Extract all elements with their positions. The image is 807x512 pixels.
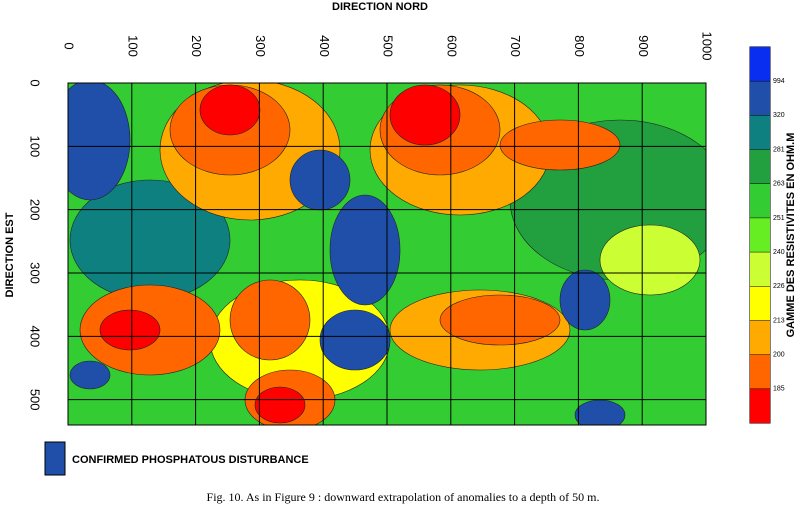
x-tick-label: 700	[508, 35, 523, 57]
colorbar-label: 213	[773, 317, 785, 324]
colorbar-label: 251	[773, 215, 785, 222]
colorbar-label: 240	[773, 249, 785, 256]
colorbar-bin	[750, 354, 770, 389]
colorbar-label: 994	[773, 78, 785, 85]
x-tick-label: 0	[62, 42, 77, 49]
colorbar-label: 185	[773, 386, 785, 393]
x-tick-label: 600	[444, 35, 459, 57]
x-tick-label: 200	[189, 35, 204, 57]
colorbar-bin	[750, 149, 770, 184]
colorbar-label: 200	[773, 351, 785, 358]
colorbar-label: 226	[773, 283, 785, 290]
colorbar-bin	[750, 286, 770, 321]
y-tick-label: 100	[28, 135, 43, 157]
legend-swatch	[44, 441, 66, 476]
y-tick-label: 0	[28, 79, 43, 86]
colorbar-title: GAMME DES RESISTIVITES EN OHM.M	[785, 133, 797, 338]
x-tick-label: 100	[125, 35, 140, 57]
caption: Fig. 10. As in Figure 9 : downward extra…	[207, 490, 600, 504]
colorbar-label: 281	[773, 146, 785, 153]
x-tick-label: 1000	[700, 32, 715, 61]
contour-field	[68, 83, 706, 425]
y-tick-label: 500	[28, 389, 43, 411]
colorbar-bin	[750, 388, 770, 423]
colorbar-bin	[750, 115, 770, 150]
colorbar-bin	[750, 217, 770, 253]
y-tick-label: 200	[28, 199, 43, 221]
x-tick-label: 900	[636, 35, 651, 57]
legend-label: CONFIRMED PHOSPHATOUS DISTURBANCE	[72, 454, 309, 466]
colorbar-label: 320	[773, 112, 785, 119]
colorbar-bin	[750, 81, 770, 116]
colorbar-label: 263	[773, 181, 785, 188]
y-axis-title: DIRECTION EST	[4, 212, 16, 297]
colorbar-bin	[750, 320, 770, 355]
colorbar-bin	[750, 183, 770, 218]
x-axis-title: DIRECTION NORD	[332, 1, 428, 13]
y-tick-label: 300	[28, 262, 43, 284]
colorbar-bin	[750, 47, 770, 82]
x-tick-label: 400	[317, 35, 332, 57]
colorbar-bin	[750, 252, 770, 287]
x-tick-label: 300	[253, 35, 268, 57]
y-tick-label: 400	[28, 325, 43, 347]
x-tick-label: 800	[572, 35, 587, 57]
x-tick-label: 500	[381, 35, 396, 57]
